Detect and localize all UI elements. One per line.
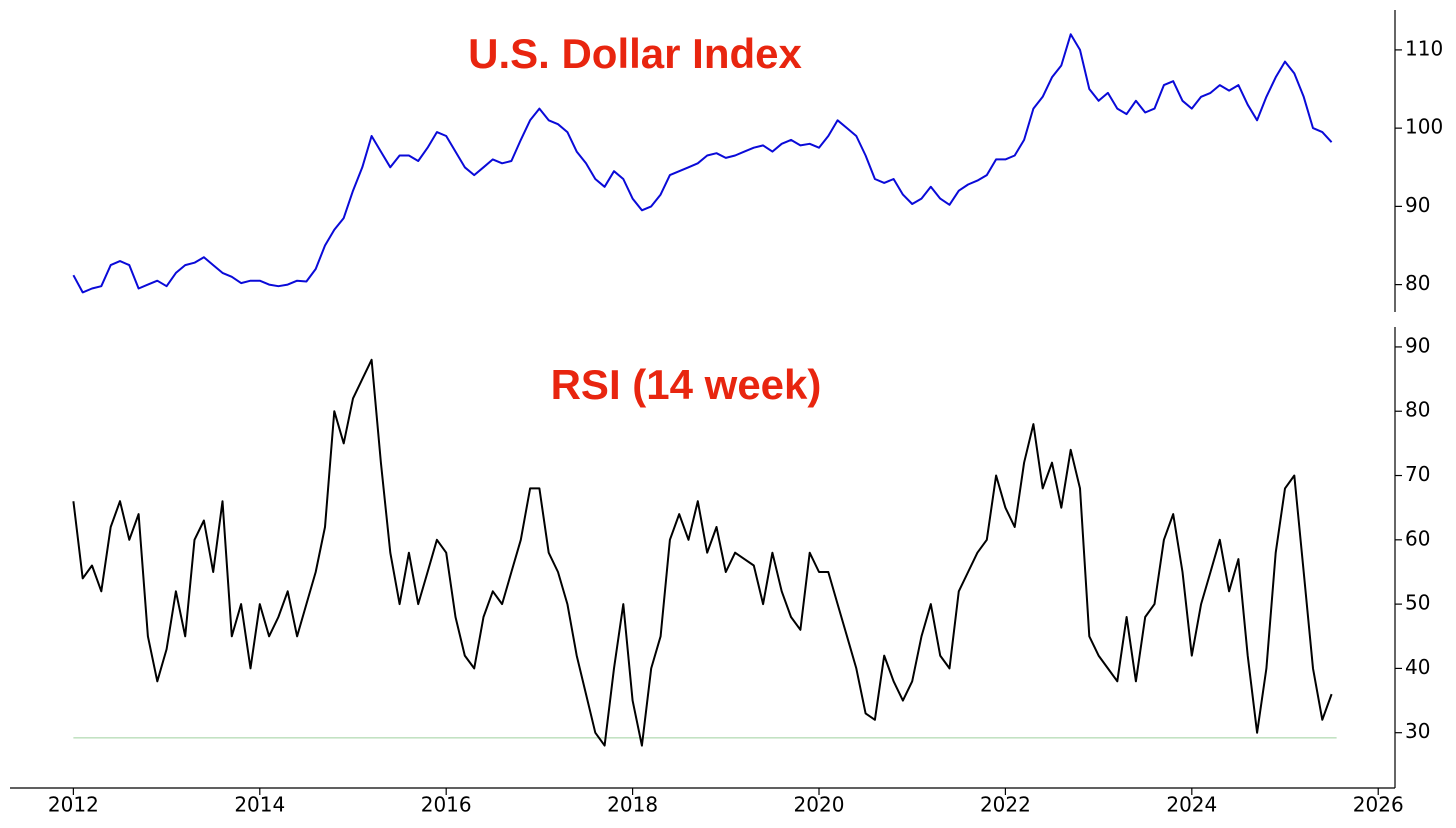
y-tick-label: 50 xyxy=(1405,591,1430,615)
x-tick-label: 2014 xyxy=(234,793,285,817)
y-tick-label: 40 xyxy=(1405,655,1430,679)
y-tick-label: 80 xyxy=(1405,398,1430,422)
data-line xyxy=(72,33,1333,294)
y-tick-label: 60 xyxy=(1405,526,1430,550)
chart-title: U.S. Dollar Index xyxy=(468,30,802,77)
data-line xyxy=(72,358,1333,747)
y-tick-label: 90 xyxy=(1405,333,1430,357)
x-tick-label: 2026 xyxy=(1353,793,1404,817)
y-tick-label: 90 xyxy=(1405,193,1430,217)
y-tick-label: 80 xyxy=(1405,271,1430,295)
chart-title: RSI (14 week) xyxy=(551,361,822,408)
x-tick-label: 2016 xyxy=(421,793,472,817)
y-tick-label: 110 xyxy=(1405,36,1443,60)
x-tick-label: 2018 xyxy=(607,793,658,817)
x-tick-label: 2020 xyxy=(794,793,845,817)
y-tick-label: 100 xyxy=(1405,115,1443,139)
y-tick-label: 70 xyxy=(1405,462,1430,486)
x-tick-label: 2012 xyxy=(48,793,99,817)
y-tick-label: 30 xyxy=(1405,719,1430,743)
x-tick-label: 2022 xyxy=(980,793,1031,817)
x-tick-label: 2024 xyxy=(1166,793,1217,817)
